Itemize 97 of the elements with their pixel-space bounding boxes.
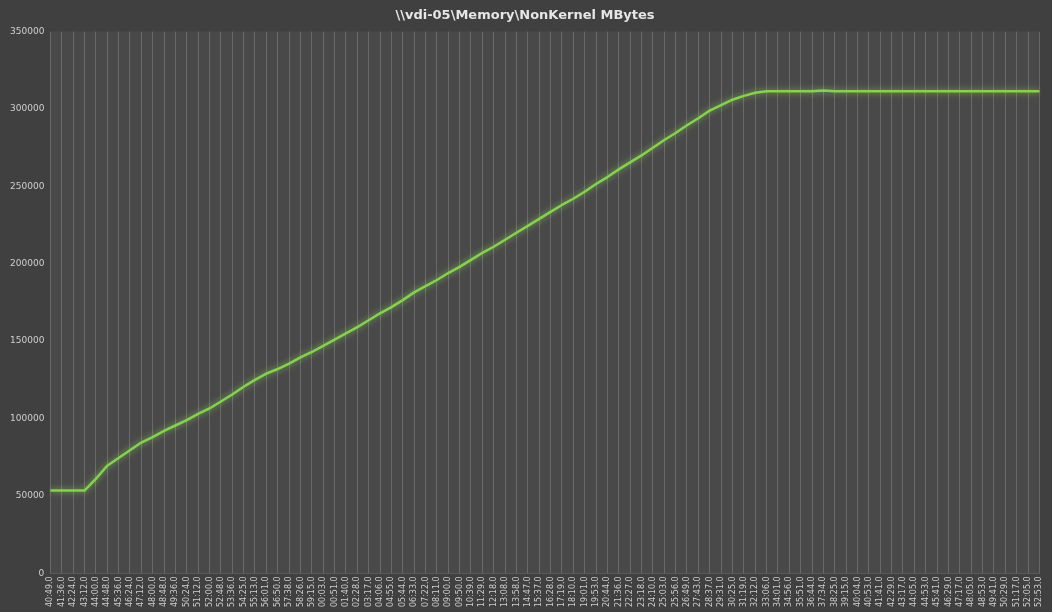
x-tick-label: 45:41.0 — [932, 576, 942, 607]
y-tick-label: 0 — [38, 567, 45, 578]
x-tick-label: 27:43.0 — [693, 576, 703, 607]
x-tick-label: 15:37.0 — [534, 576, 544, 607]
x-tick-label: 05:44.0 — [397, 576, 407, 607]
x-tick-label: 48:00.0 — [147, 576, 157, 607]
x-tick-label: 14:47.0 — [522, 576, 532, 607]
y-tick-label: 300000 — [10, 103, 45, 114]
x-tick-label: 44:00.0 — [90, 576, 100, 607]
x-tick-label: 30:25.0 — [727, 576, 737, 607]
x-tick-label: 56:01.0 — [261, 576, 271, 607]
x-tick-label: 56:50.0 — [272, 576, 282, 607]
x-tick-label: 21:36.0 — [613, 576, 623, 607]
x-tick-label: 53:36.0 — [227, 576, 237, 607]
x-tick-label: 40:49.0 — [45, 576, 55, 607]
y-tick-label: 50000 — [15, 490, 45, 501]
x-tick-label: 07:22.0 — [420, 576, 430, 607]
y-tick-label: 350000 — [10, 25, 45, 36]
x-tick-label: 13:08.0 — [500, 576, 510, 607]
x-tick-label: 48:53.0 — [977, 576, 987, 607]
x-tick-label: 00:51.0 — [329, 576, 339, 607]
x-tick-label: 25:56.0 — [670, 576, 680, 607]
x-tick-label: 32:12.0 — [750, 576, 760, 607]
x-tick-label: 47:12.0 — [136, 576, 146, 607]
x-tick-label: 59:15.0 — [306, 576, 316, 607]
x-tick-label: 16:28.0 — [545, 576, 555, 607]
x-tick-label: 34:56.0 — [784, 576, 794, 607]
x-tick-label: 40:04.0 — [852, 576, 862, 607]
x-tick-label: 35:51.0 — [795, 576, 805, 607]
x-tick-label: 50:29.0 — [1000, 576, 1010, 607]
x-tick-label: 04:55.0 — [386, 576, 396, 607]
x-tick-label: 52:00.0 — [204, 576, 214, 607]
x-tick-label: 19:53.0 — [591, 576, 601, 607]
x-tick-label: 44:53.0 — [920, 576, 930, 607]
x-tick-label: 49:36.0 — [170, 576, 180, 607]
x-tick-label: 02:28.0 — [352, 576, 362, 607]
x-tick-label: 49:41.0 — [989, 576, 998, 607]
x-tick-label: 43:17.0 — [898, 576, 908, 607]
x-tick-label: 19:01.0 — [579, 576, 589, 607]
x-tick-label: 01:40.0 — [341, 576, 351, 607]
x-tick-label: 36:44.0 — [807, 576, 817, 607]
x-tick-label: 03:17.0 — [363, 576, 373, 607]
x-tick-label: 48:05.0 — [966, 576, 976, 607]
x-tick-label: 52:05.0 — [1023, 576, 1033, 607]
x-tick-label: 51:17.0 — [1011, 576, 1021, 607]
y-tick-label: 200000 — [10, 258, 45, 269]
x-tick-label: 58:26.0 — [295, 576, 305, 607]
x-tick-label: 54:25.0 — [238, 576, 248, 607]
x-tick-label: 11:29.0 — [477, 576, 487, 607]
y-tick-label: 250000 — [10, 180, 45, 191]
y-tick-label: 100000 — [10, 412, 45, 423]
x-tick-label: 24:10.0 — [647, 576, 657, 607]
x-tick-label: 57:38.0 — [284, 576, 294, 607]
x-tick-label: 18:10.0 — [568, 576, 578, 607]
x-tick-label: 41:36.0 — [56, 576, 66, 607]
x-tick-label: 26:49.0 — [682, 576, 692, 607]
x-tick-label: 23:18.0 — [636, 576, 646, 607]
x-tick-label: 04:06.0 — [375, 576, 385, 607]
x-tick-label: 25:03.0 — [659, 576, 669, 607]
y-tick-label: 150000 — [10, 335, 45, 346]
x-tick-label: 43:12.0 — [79, 576, 89, 607]
x-tick-label: 42:24.0 — [68, 576, 78, 607]
x-tick-label: 44:48.0 — [102, 576, 112, 607]
x-tick-label: 33:06.0 — [761, 576, 771, 607]
x-tick-label: 10:39.0 — [466, 576, 476, 607]
x-tick-label: 34:01.0 — [773, 576, 783, 607]
chart-title: \\vdi-05\Memory\NonKernel MBytes — [395, 7, 655, 23]
x-tick-label: 37:34.0 — [818, 576, 828, 607]
x-tick-label: 13:58.0 — [511, 576, 521, 607]
x-tick-label: 46:24.0 — [125, 576, 135, 607]
x-tick-label: 55:13.0 — [250, 576, 260, 607]
x-tick-label: 52:48.0 — [215, 576, 225, 607]
x-tick-label: 50:24.0 — [181, 576, 191, 607]
x-tick-label: 40:53.0 — [863, 576, 873, 607]
x-tick-label: 42:29.0 — [886, 576, 896, 607]
x-tick-label: 12:18.0 — [488, 576, 498, 607]
x-tick-label: 39:15.0 — [841, 576, 851, 607]
x-tick-label: 47:17.0 — [954, 576, 964, 607]
x-tick-label: 46:29.0 — [943, 576, 953, 607]
x-tick-label: 45:36.0 — [113, 576, 123, 607]
x-tick-label: 17:19.0 — [557, 576, 567, 607]
x-tick-label: 28:37.0 — [704, 576, 714, 607]
x-tick-label: 41:41.0 — [875, 576, 885, 607]
x-tick-label: 22:27.0 — [625, 576, 635, 607]
x-tick-label: 48:48.0 — [159, 576, 169, 607]
x-tick-label: 31:19.0 — [738, 576, 748, 607]
x-tick-label: 20:44.0 — [602, 576, 612, 607]
x-tick-label: 52:53.0 — [1034, 576, 1044, 607]
x-tick-label: 09:50.0 — [454, 576, 464, 607]
x-tick-label: 44:05.0 — [909, 576, 919, 607]
x-tick-label: 00:03.0 — [318, 576, 328, 607]
x-tick-label: 29:31.0 — [716, 576, 726, 607]
x-tick-label: 38:25.0 — [829, 576, 839, 607]
x-tick-label: 51:12.0 — [193, 576, 203, 607]
x-tick-label: 08:11.0 — [431, 576, 441, 607]
x-tick-label: 09:00.0 — [443, 576, 453, 607]
x-tick-label: 06:33.0 — [409, 576, 419, 607]
